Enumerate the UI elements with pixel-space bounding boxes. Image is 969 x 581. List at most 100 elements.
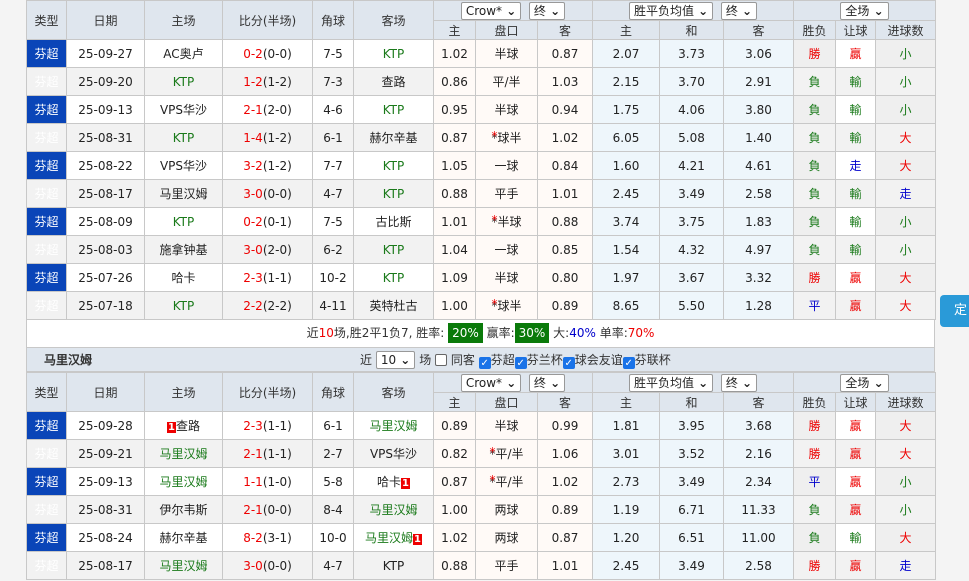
home-team[interactable]: 哈卡 [171, 271, 196, 285]
home-team[interactable]: 赫尔辛基 [159, 531, 208, 545]
match-row[interactable]: 芬超 25-09-28 1查路 2-3(1-1) 6-1 马里汉姆 0.89 半球 0.99 1.… [26, 411, 937, 440]
full-score[interactable]: 2-1 [243, 502, 263, 517]
home-team[interactable]: VPS华沙 [159, 103, 208, 117]
full-score[interactable]: 2-1 [243, 446, 263, 461]
filter-checkbox[interactable]: ✓ [562, 357, 575, 369]
avg-select[interactable]: 胜平负均值 [628, 373, 714, 392]
filter-checkbox[interactable]: ✓ [478, 357, 491, 369]
match-row[interactable]: 芬超 25-08-31 KTP 1-4(1-2) 6-1 赫尔辛基 0.87 *球半 1.02 6… [26, 123, 937, 152]
match-row[interactable]: 芬超 25-09-21 马里汉姆 2-1(1-1) 2-7 VPS华沙 0.82 *平/半 1.… [26, 439, 937, 468]
final-select-2[interactable]: 终 [720, 1, 758, 20]
away-team[interactable]: 马里汉姆 [369, 419, 418, 433]
league-label[interactable]: 芬超 [34, 103, 59, 117]
away-team[interactable]: KTP [382, 102, 405, 117]
full-score[interactable]: 2-3 [243, 418, 263, 433]
odds-away-cell: 0.84 [536, 151, 594, 180]
away-team[interactable]: 英特杜古 [369, 299, 418, 313]
home-team[interactable]: KTP [172, 74, 195, 89]
league-label[interactable]: 芬超 [34, 531, 59, 545]
home-team[interactable]: AC奥卢 [163, 47, 204, 61]
full-score[interactable]: 2-1 [243, 102, 263, 117]
away-team[interactable]: KTP [382, 242, 405, 257]
full-score[interactable]: 3-0 [243, 558, 263, 573]
full-score[interactable]: 1-4 [243, 130, 263, 145]
full-score[interactable]: 3-0 [243, 186, 263, 201]
final-select[interactable]: 终 [528, 373, 566, 392]
away-team[interactable]: KTP [382, 558, 405, 573]
away-team[interactable]: KTP [382, 186, 405, 201]
away-team[interactable]: KTP [382, 270, 405, 285]
side-float-button[interactable]: 定 [940, 295, 969, 327]
away-team[interactable]: 赫尔辛基 [369, 131, 418, 145]
full-score[interactable]: 3-2 [243, 158, 263, 173]
home-team[interactable]: 马里汉姆 [159, 187, 208, 201]
match-row[interactable]: 芬超 25-08-17 马里汉姆 3-0(0-0) 4-7 KTP 0.88 平手 1.01 2.… [26, 551, 937, 580]
home-team[interactable]: 马里汉姆 [159, 475, 208, 489]
match-row[interactable]: 芬超 25-09-13 VPS华沙 2-1(2-0) 4-6 KTP 0.95 半球 0.94 1… [26, 95, 937, 124]
league-label[interactable]: 芬超 [34, 419, 59, 433]
match-row[interactable]: 芬超 25-07-26 哈卡 2-3(1-1) 10-2 KTP 1.09 半球 0.80 1.9… [26, 263, 937, 292]
away-team[interactable]: 查路 [381, 75, 406, 89]
league-label[interactable]: 芬超 [34, 187, 59, 201]
away-team[interactable]: KTP [382, 158, 405, 173]
away-team[interactable]: VPS华沙 [369, 447, 418, 461]
league-label[interactable]: 芬超 [34, 215, 59, 229]
scope-select[interactable]: 全场 [840, 1, 889, 20]
avg-select[interactable]: 胜平负均值 [628, 1, 714, 20]
match-row[interactable]: 芬超 25-09-20 KTP 1-2(1-2) 7-3 查路 0.86 平/半 1.03 2.1… [26, 67, 937, 96]
league-label[interactable]: 芬超 [34, 503, 59, 517]
home-team[interactable]: 施拿钟基 [159, 243, 208, 257]
league-label[interactable]: 芬超 [34, 243, 59, 257]
filter-checkbox[interactable]: ✓ [622, 357, 635, 369]
match-row[interactable]: 芬超 25-08-03 施拿钟基 3-0(2-0) 6-2 KTP 1.04 一球 0.85 1.… [26, 235, 937, 264]
full-score[interactable]: 2-3 [243, 270, 263, 285]
scope-select[interactable]: 全场 [840, 373, 889, 392]
league-label[interactable]: 芬超 [34, 75, 59, 89]
away-team[interactable]: KTP [382, 46, 405, 61]
final-select[interactable]: 终 [528, 1, 566, 20]
home-team[interactable]: KTP [172, 130, 195, 145]
full-score[interactable]: 0-2 [243, 214, 263, 229]
count-select[interactable]: 10 [375, 351, 416, 369]
final-select-2[interactable]: 终 [720, 373, 758, 392]
home-team[interactable]: KTP [172, 214, 195, 229]
league-label[interactable]: 芬超 [34, 271, 59, 285]
league-label[interactable]: 芬超 [34, 47, 59, 61]
home-team[interactable]: 伊尔韦斯 [159, 503, 208, 517]
match-row[interactable]: 芬超 25-08-24 赫尔辛基 8-2(3-1) 10-0 马里汉姆1 1.02 两球 0.8… [26, 523, 937, 552]
match-row[interactable]: 芬超 25-08-22 VPS华沙 3-2(1-2) 7-7 KTP 1.05 一球 0.84 1… [26, 151, 937, 180]
full-score[interactable]: 0-2 [243, 46, 263, 61]
match-row[interactable]: 芬超 25-09-27 AC奥卢 0-2(0-0) 7-5 KTP 1.02 半球 0.87 2.… [26, 39, 937, 68]
home-cell: 马里汉姆 [144, 467, 223, 496]
away-team[interactable]: 哈卡 [377, 475, 402, 489]
league-label[interactable]: 芬超 [34, 447, 59, 461]
league-label[interactable]: 芬超 [34, 475, 59, 489]
match-row[interactable]: 芬超 25-09-13 马里汉姆 1-1(1-0) 5-8 哈卡1 0.87 *平/半 1.02… [26, 467, 937, 496]
euro-draw: 3.73 [678, 46, 705, 61]
company-select[interactable]: Crow* [460, 1, 522, 20]
full-score[interactable]: 3-0 [243, 242, 263, 257]
home-team[interactable]: KTP [172, 298, 195, 313]
league-label[interactable]: 芬超 [34, 131, 59, 145]
company-select[interactable]: Crow* [460, 373, 522, 392]
match-row[interactable]: 芬超 25-08-17 马里汉姆 3-0(0-0) 4-7 KTP 0.88 平手 1.01 2.… [26, 179, 937, 208]
full-score[interactable]: 1-2 [243, 74, 263, 89]
match-row[interactable]: 芬超 25-08-09 KTP 0-2(0-1) 7-5 古比斯 1.01 *半球 0.88 3.… [26, 207, 937, 236]
home-team[interactable]: VPS华沙 [159, 159, 208, 173]
home-team[interactable]: 查路 [175, 419, 200, 433]
league-label[interactable]: 芬超 [34, 299, 59, 313]
home-team[interactable]: 马里汉姆 [159, 559, 208, 573]
league-label[interactable]: 芬超 [34, 159, 59, 173]
away-team[interactable]: 马里汉姆 [365, 531, 414, 545]
filter-checkbox[interactable]: ✓ [514, 357, 527, 369]
match-row[interactable]: 芬超 25-08-31 伊尔韦斯 2-1(0-0) 8-4 马里汉姆 1.00 两球 0.89 1… [26, 495, 937, 524]
same-venue-checkbox[interactable] [435, 354, 448, 366]
away-team[interactable]: 古比斯 [375, 215, 412, 229]
league-label[interactable]: 芬超 [34, 559, 59, 573]
full-score[interactable]: 2-2 [243, 298, 263, 313]
away-team[interactable]: 马里汉姆 [369, 503, 418, 517]
full-score[interactable]: 8-2 [243, 530, 263, 545]
full-score[interactable]: 1-1 [243, 474, 263, 489]
home-team[interactable]: 马里汉姆 [159, 447, 208, 461]
match-row[interactable]: 芬超 25-07-18 KTP 2-2(2-2) 4-11 英特杜古 1.00 *球半 0.89… [26, 291, 937, 320]
